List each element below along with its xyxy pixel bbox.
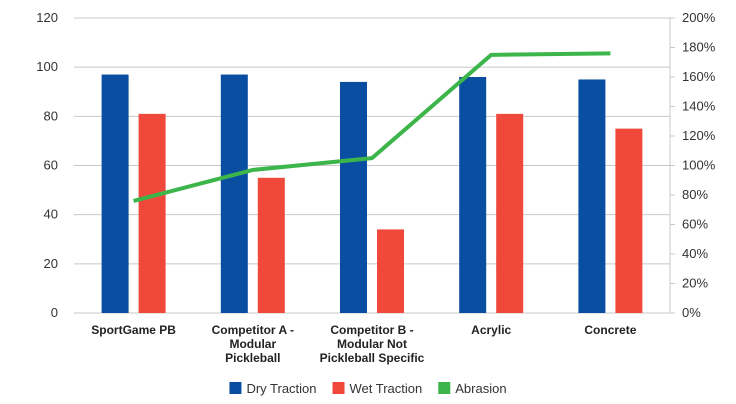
bar-dry-traction [340, 81, 367, 314]
right-tick-label: 20% [682, 276, 708, 291]
right-tick-label: 40% [682, 246, 708, 261]
legend-label: Wet Traction [350, 381, 423, 396]
left-tick-label: 40 [44, 207, 58, 222]
bar-dry-traction [101, 74, 129, 314]
legend-swatch [332, 382, 345, 394]
right-tick-label: 0% [682, 305, 701, 320]
right-tick-label: 160% [682, 69, 716, 84]
bars [101, 74, 643, 314]
legend: Dry Traction Wet Traction Abrasion [229, 381, 507, 396]
line-series [133, 51, 611, 203]
category-labels: SportGame PB Competitor A -Modular Pickleb… [91, 323, 636, 365]
bar-wet-traction [496, 113, 524, 313]
legend-label: Abrasion [455, 381, 506, 396]
legend-swatch [438, 382, 451, 394]
right-tick-label: 140% [682, 99, 716, 114]
legend-swatch [229, 382, 242, 394]
left-axis: 0 20 40 60 80 100 120 [36, 10, 58, 320]
category-label: SportGame PB [91, 323, 176, 337]
category-label: Competitor B -Modular Not Pickleball Spec… [320, 323, 425, 365]
left-tick-label: 20 [44, 256, 58, 271]
gridlines [74, 17, 670, 314]
category-label: Competitor A -Modular Pickleball [212, 323, 294, 365]
bar-dry-traction [459, 77, 487, 313]
right-tick-label: 100% [682, 158, 716, 173]
left-tick-label: 120 [36, 10, 58, 25]
category-label: Concrete [584, 323, 636, 337]
bar-wet-traction [615, 128, 643, 313]
bar-wet-traction [138, 113, 166, 313]
left-tick-label: 60 [44, 158, 58, 173]
bar-dry-traction [220, 74, 248, 314]
category-label: Acrylic [471, 323, 511, 337]
right-tick-label: 200% [682, 10, 716, 25]
right-tick-label: 180% [682, 40, 716, 55]
bar-wet-traction [257, 177, 285, 313]
right-tick-label: 120% [682, 128, 716, 143]
line-abrasion [133, 51, 611, 203]
right-tick-label: 60% [682, 217, 708, 232]
bar-dry-traction [578, 79, 606, 313]
right-axis: 0% 20% 40% 60% 80% 100% 120% 140% 160% 180% 200% [669, 10, 716, 320]
left-tick-label: 80 [44, 108, 58, 123]
left-tick-label: 100 [36, 59, 58, 74]
bar-wet-traction [377, 229, 404, 313]
legend-label: Dry Traction [246, 381, 316, 396]
left-tick-label: 0 [51, 305, 58, 320]
right-tick-label: 80% [682, 187, 708, 202]
